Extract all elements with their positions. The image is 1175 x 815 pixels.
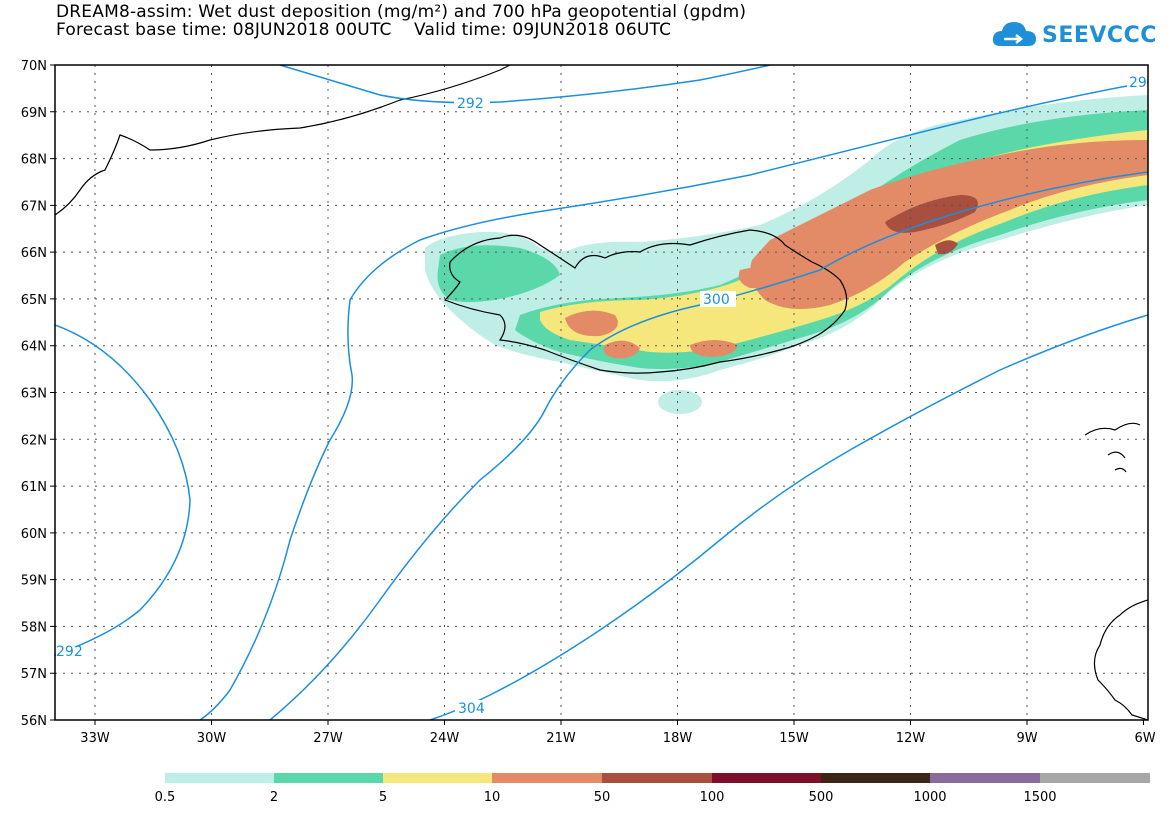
contour-label: 292: [457, 96, 484, 112]
lon-label: 15W: [779, 731, 809, 746]
geopotential-contours: [55, 65, 1148, 720]
legend-threshold: 50: [594, 790, 611, 805]
seevccc-logo: SEEVCCC: [990, 16, 1156, 56]
map-subtitle: Forecast base time: 08JUN2018 00UTC Vali…: [56, 20, 672, 40]
legend-threshold: 2: [270, 790, 278, 805]
lat-label: 62N: [21, 433, 47, 448]
lat-label: 59N: [21, 574, 47, 589]
cloud-icon: [992, 22, 1036, 46]
lat-label: 61N: [21, 480, 47, 495]
legend-threshold: 500: [809, 790, 834, 805]
lat-label: 63N: [21, 387, 47, 402]
contour-label: 29: [1129, 75, 1147, 91]
dust-patch-south: [658, 390, 702, 414]
lat-label: 67N: [21, 199, 47, 214]
lat-label: 56N: [21, 714, 47, 729]
legend-swatch: [492, 773, 602, 783]
legend-threshold: 5: [379, 790, 387, 805]
legend-swatch: [165, 773, 274, 783]
contour-292-outer: [199, 81, 1148, 720]
lon-label: 27W: [313, 731, 343, 746]
dust-deposition-field: [425, 95, 1148, 414]
contour-292-north: [279, 65, 771, 104]
legend-swatch: [930, 773, 1040, 783]
lat-label: 69N: [21, 106, 47, 121]
contour-label: 292: [56, 644, 83, 660]
map-title: DREAM8-assim: Wet dust deposition (mg/m²…: [56, 2, 747, 22]
contour-292-west: [55, 324, 191, 656]
legend-threshold: 10: [484, 790, 501, 805]
contour-label: 304: [458, 701, 485, 717]
dust-region-orange: [565, 140, 1148, 359]
coastline-iceland: [443, 229, 848, 374]
dust-region-brown: [885, 195, 978, 255]
contour-label: 300: [703, 292, 730, 308]
legend-threshold: 100: [700, 790, 725, 805]
lon-label: 18W: [663, 731, 693, 746]
color-legend: 0.5 2 5 10 50 100 500 1000 1500: [155, 773, 1150, 805]
lon-label: 9W: [1016, 731, 1037, 746]
latitude-labels: 70N 69N 68N 67N 66N 65N 64N 63N 62N 61N …: [21, 59, 47, 729]
legend-threshold: 1000: [913, 790, 946, 805]
legend-swatch: [274, 773, 383, 783]
lon-label: 21W: [546, 731, 576, 746]
lat-label: 65N: [21, 293, 47, 308]
lon-label: 30W: [197, 731, 227, 746]
legend-threshold: 0.5: [155, 790, 176, 805]
coastline-scotland: [1093, 599, 1148, 720]
lat-label: 58N: [21, 620, 47, 635]
legend-swatch: [383, 773, 492, 783]
axis-ticks: [50, 64, 1144, 725]
lon-label: 6W: [1134, 731, 1155, 746]
legend-swatch: [1040, 773, 1150, 783]
coastlines: [55, 65, 1148, 720]
contour-300: [269, 171, 1148, 720]
lat-label: 68N: [21, 153, 47, 168]
legend-swatch: [602, 773, 712, 783]
contour-labels: 292 292 300 304 29: [56, 74, 1147, 717]
lon-label: 33W: [80, 731, 110, 746]
lat-label: 60N: [21, 527, 47, 542]
lat-label: 57N: [21, 667, 47, 682]
lon-label: 12W: [896, 731, 926, 746]
legend-threshold: 1500: [1023, 790, 1056, 805]
lat-label: 66N: [21, 246, 47, 261]
coastline-faroes: [1084, 422, 1141, 473]
longitude-labels: 33W 30W 27W 24W 21W 18W 15W 12W 9W 6W: [80, 731, 1155, 746]
legend-swatch: [712, 773, 821, 783]
lon-label: 24W: [430, 731, 460, 746]
lat-label: 70N: [21, 59, 47, 74]
lat-label: 64N: [21, 340, 47, 355]
legend-swatch: [821, 773, 930, 783]
logo-text: SEEVCCC: [1042, 23, 1157, 48]
contour-304: [429, 314, 1148, 720]
coastline-greenland: [55, 65, 511, 216]
